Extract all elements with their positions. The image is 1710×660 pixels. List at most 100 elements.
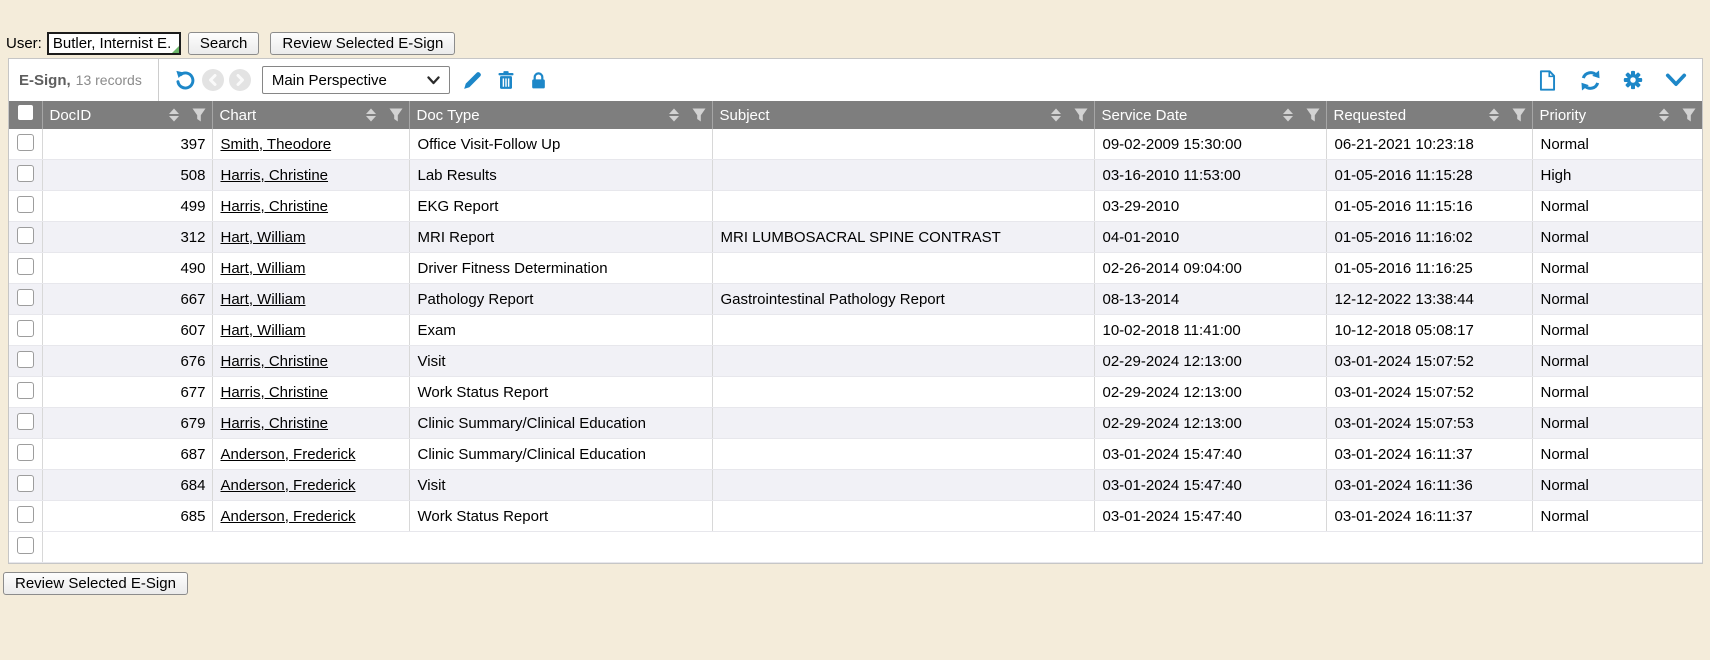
service-date-cell: 03-01-2024 15:47:40: [1093, 500, 1326, 532]
chart-cell: Harris, Christine: [211, 376, 409, 408]
requested-cell: 03-01-2024 16:11:37: [1325, 438, 1532, 470]
row-checkbox[interactable]: [16, 412, 34, 430]
table-row: 677 Harris, Christine Work Status Report 02…: [9, 376, 1702, 408]
chart-link[interactable]: Hart, William: [220, 290, 306, 308]
user-input-wrap: [46, 32, 181, 55]
row-checkbox[interactable]: [16, 226, 34, 244]
row-checkbox[interactable]: [16, 474, 34, 492]
table-row: 499 Harris, Christine EKG Report 03-29-2010…: [9, 190, 1702, 222]
review-selected-esign-button-top[interactable]: Review Selected E-Sign: [270, 32, 456, 55]
column-header-service-date[interactable]: Service Date: [1093, 101, 1326, 129]
priority-cell: Normal: [1531, 221, 1702, 253]
chart-link[interactable]: Hart, William: [220, 321, 306, 339]
column-header-chart[interactable]: Chart: [211, 101, 409, 129]
chart-link[interactable]: Anderson, Frederick: [220, 507, 356, 525]
doc-id-cell: 508: [41, 159, 212, 191]
sort-icon[interactable]: [168, 108, 180, 122]
row-checkbox[interactable]: [16, 443, 34, 461]
chart-link[interactable]: Harris, Christine: [220, 414, 329, 432]
column-header-docid[interactable]: DocID: [41, 101, 212, 129]
settings-gear-icon[interactable]: [1621, 68, 1645, 92]
chart-link[interactable]: Anderson, Frederick: [220, 445, 356, 463]
row-checkbox[interactable]: [16, 319, 34, 337]
next-icon[interactable]: [228, 69, 251, 91]
sort-icon[interactable]: [668, 108, 680, 122]
lock-icon[interactable]: [527, 68, 551, 92]
row-checkbox[interactable]: [16, 381, 34, 399]
doc-id-cell: 679: [41, 407, 212, 439]
filter-icon[interactable]: [389, 108, 403, 122]
select-all-checkbox[interactable]: [17, 105, 33, 120]
chart-link[interactable]: Harris, Christine: [220, 383, 329, 401]
delete-trash-icon[interactable]: [494, 68, 518, 92]
previous-icon[interactable]: [201, 69, 224, 91]
requested-cell: 03-01-2024 16:11:37: [1325, 500, 1532, 532]
row-select-cell: [9, 376, 42, 408]
new-document-icon[interactable]: [1535, 68, 1559, 92]
user-input[interactable]: [46, 32, 181, 55]
chart-cell: Anderson, Frederick: [211, 438, 409, 470]
sort-icon[interactable]: [365, 108, 377, 122]
subject-cell: Gastrointestinal Pathology Report: [711, 283, 1094, 315]
doc-id-cell: 312: [41, 221, 212, 253]
refresh-icon[interactable]: [1578, 68, 1602, 92]
table-row: 490 Hart, William Driver Fitness Determina…: [9, 252, 1702, 284]
service-date-cell: 02-26-2014 09:04:00: [1093, 252, 1326, 284]
chart-link[interactable]: Harris, Christine: [220, 166, 329, 184]
subject-cell: [711, 469, 1094, 501]
service-date-cell: 02-29-2024 12:13:00: [1093, 376, 1326, 408]
filter-icon[interactable]: [1512, 108, 1526, 122]
sort-icon[interactable]: [1488, 108, 1500, 122]
priority-cell: Normal: [1531, 345, 1702, 377]
chart-link[interactable]: Harris, Christine: [220, 352, 329, 370]
chart-cell: Smith, Theodore: [211, 129, 409, 160]
collapse-chevron-icon[interactable]: [1664, 68, 1688, 92]
sort-icon[interactable]: [1658, 108, 1670, 122]
row-checkbox[interactable]: [16, 195, 34, 213]
column-header-subject[interactable]: Subject: [711, 101, 1094, 129]
doc-type-cell: Work Status Report: [408, 500, 712, 532]
column-header-doc-type[interactable]: Doc Type: [408, 101, 712, 129]
column-header-priority[interactable]: Priority: [1531, 101, 1702, 129]
chart-cell: Hart, William: [211, 252, 409, 284]
doc-type-cell: EKG Report: [408, 190, 712, 222]
priority-cell: Normal: [1531, 283, 1702, 315]
row-checkbox[interactable]: [16, 505, 34, 523]
column-header-requested[interactable]: Requested: [1325, 101, 1532, 129]
chart-link[interactable]: Hart, William: [220, 259, 306, 277]
doc-id-cell: 676: [41, 345, 212, 377]
row-checkbox[interactable]: [16, 288, 34, 306]
filter-icon[interactable]: [1306, 108, 1320, 122]
row-checkbox[interactable]: [16, 257, 34, 275]
chevron-down-icon: [427, 75, 440, 84]
chart-link[interactable]: Harris, Christine: [220, 197, 329, 215]
doc-id-cell: 607: [41, 314, 212, 346]
chart-link[interactable]: Anderson, Frederick: [220, 476, 356, 494]
doc-type-cell: Clinic Summary/Clinical Education: [408, 438, 712, 470]
perspective-value: Main Perspective: [271, 71, 387, 89]
row-checkbox[interactable]: [16, 350, 34, 368]
edit-pencil-icon[interactable]: [461, 68, 485, 92]
sort-icon[interactable]: [1050, 108, 1062, 122]
row-checkbox[interactable]: [16, 133, 34, 151]
filter-icon[interactable]: [192, 108, 206, 122]
requested-cell: 10-12-2018 05:08:17: [1325, 314, 1532, 346]
perspective-select[interactable]: Main Perspective: [261, 66, 450, 94]
row-checkbox[interactable]: [16, 164, 34, 182]
doc-type-cell: Visit: [408, 469, 712, 501]
sort-icon[interactable]: [1282, 108, 1294, 122]
chart-link[interactable]: Hart, William: [220, 228, 306, 246]
footer-checkbox[interactable]: [16, 536, 34, 554]
undo-icon[interactable]: [173, 68, 197, 92]
table-row: 685 Anderson, Frederick Work Status Report…: [9, 500, 1702, 532]
filter-icon[interactable]: [1682, 108, 1696, 122]
filter-icon[interactable]: [692, 108, 706, 122]
footer-select-cell: [9, 531, 42, 563]
doc-type-cell: Office Visit-Follow Up: [408, 129, 712, 160]
filter-icon[interactable]: [1074, 108, 1088, 122]
search-button[interactable]: Search: [187, 32, 260, 55]
chart-link[interactable]: Smith, Theodore: [220, 135, 332, 153]
chart-cell: Harris, Christine: [211, 345, 409, 377]
service-date-cell: 02-29-2024 12:13:00: [1093, 407, 1326, 439]
review-selected-esign-button-bottom[interactable]: Review Selected E-Sign: [3, 572, 188, 595]
